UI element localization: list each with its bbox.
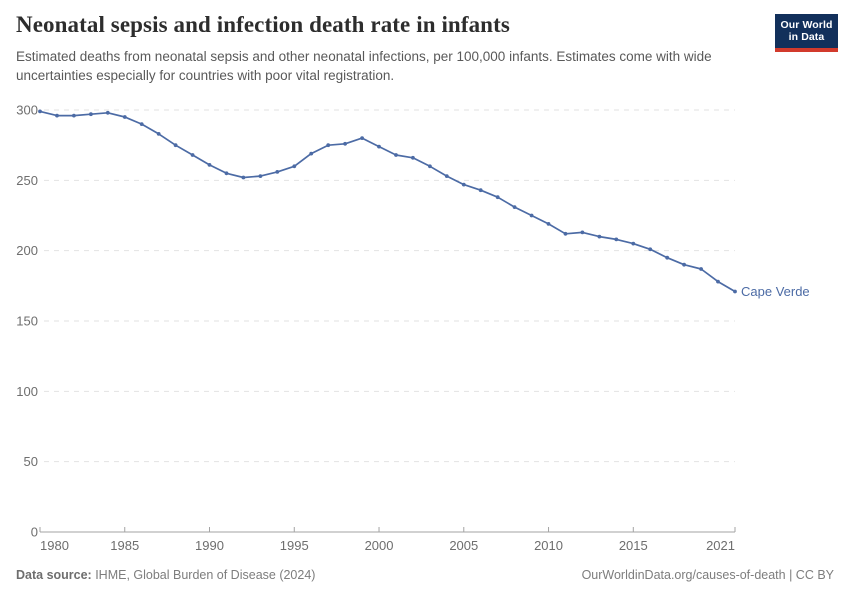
data-source-value: IHME, Global Burden of Disease (2024) — [91, 568, 316, 582]
data-point-1994 — [275, 170, 280, 174]
data-point-1991 — [224, 171, 229, 176]
data-point-2021 — [733, 289, 737, 294]
x-tick-label-1995: 1995 — [280, 538, 309, 553]
chart-area[interactable]: 0 50 100 150 200 250 300 1980 1985 1990 1995 2000 20… — [0, 95, 850, 555]
data-point-2016 — [648, 247, 653, 252]
data-line-cape-verde — [39, 110, 736, 293]
owid-logo[interactable]: Our World in Data — [775, 14, 838, 52]
data-point-2020 — [716, 279, 720, 284]
data-point-1995 — [292, 164, 297, 169]
data-point-2009 — [529, 213, 534, 218]
x-tick-label-1980: 1980 — [40, 538, 69, 553]
data-point-1988 — [173, 143, 178, 148]
data-point-2013 — [597, 234, 602, 239]
data-point-1983 — [89, 112, 93, 117]
y-tick-label-250: 250 — [16, 173, 38, 188]
data-point-1999 — [360, 136, 364, 140]
data-point-1984 — [105, 110, 110, 115]
data-point-1996 — [309, 151, 314, 156]
data-point-1987 — [156, 132, 161, 136]
data-point-2005 — [461, 182, 466, 187]
y-tick-label-150: 150 — [16, 314, 38, 329]
data-point-2019 — [699, 267, 703, 271]
x-tick-label-1985: 1985 — [110, 538, 139, 553]
data-point-1992 — [241, 175, 246, 180]
y-tick-label-50: 50 — [24, 454, 38, 469]
data-point-1993 — [258, 174, 263, 178]
credit-link[interactable]: OurWorldinData.org/causes-of-death | CC … — [581, 568, 834, 582]
x-tick-label-2021: 2021 — [706, 538, 735, 553]
data-point-1985 — [122, 115, 127, 119]
data-point-2000 — [377, 144, 381, 149]
y-tick-label-0: 0 — [31, 525, 38, 540]
data-point-2015 — [631, 241, 636, 246]
data-point-2004 — [444, 174, 449, 178]
chart-footer: Data source: IHME, Global Burden of Dise… — [16, 568, 834, 582]
x-tick-label-1990: 1990 — [195, 538, 224, 553]
data-point-1998 — [343, 141, 347, 146]
data-point-2008 — [512, 205, 517, 209]
data-source: Data source: IHME, Global Burden of Dise… — [16, 568, 315, 582]
data-point-2007 — [495, 195, 500, 200]
x-tick-label-2005: 2005 — [449, 538, 478, 553]
x-tick-label-2000: 2000 — [365, 538, 394, 553]
data-point-2018 — [682, 262, 686, 267]
data-point-1981 — [55, 113, 59, 118]
series-label-cape-verde: Cape Verde — [741, 284, 810, 299]
data-point-1989 — [190, 153, 195, 157]
x-tick-label-2010: 2010 — [534, 538, 563, 553]
data-point-2012 — [580, 230, 585, 235]
x-tick-label-2015: 2015 — [619, 538, 648, 553]
data-point-1986 — [139, 122, 144, 126]
chart-header: Neonatal sepsis and infection death rate… — [16, 12, 834, 85]
data-point-2001 — [394, 153, 398, 157]
data-source-label: Data source: — [16, 568, 92, 582]
data-point-2017 — [665, 255, 670, 260]
page-title: Neonatal sepsis and infection death rate… — [16, 12, 510, 37]
chart-subtitle: Estimated deaths from neonatal sepsis an… — [16, 49, 712, 84]
y-tick-label-100: 100 — [16, 384, 38, 399]
y-tick-label-200: 200 — [16, 243, 38, 258]
data-point-1982 — [72, 113, 76, 118]
owid-logo-line1: Our World — [780, 18, 833, 31]
data-point-2011 — [563, 231, 568, 236]
data-point-1997 — [326, 143, 331, 148]
owid-logo-line2: in Data — [788, 31, 825, 43]
data-point-2002 — [411, 155, 415, 160]
data-point-2003 — [428, 164, 432, 169]
line-chart[interactable]: 0 50 100 150 200 250 300 1980 1985 1990 1995 2000 20… — [0, 95, 850, 555]
data-point-2010 — [546, 222, 551, 226]
data-point-1990 — [207, 163, 212, 167]
data-point-2006 — [478, 188, 483, 193]
data-point-1980 — [38, 109, 42, 114]
y-tick-label-300: 300 — [16, 103, 38, 118]
data-point-2014 — [614, 237, 619, 242]
